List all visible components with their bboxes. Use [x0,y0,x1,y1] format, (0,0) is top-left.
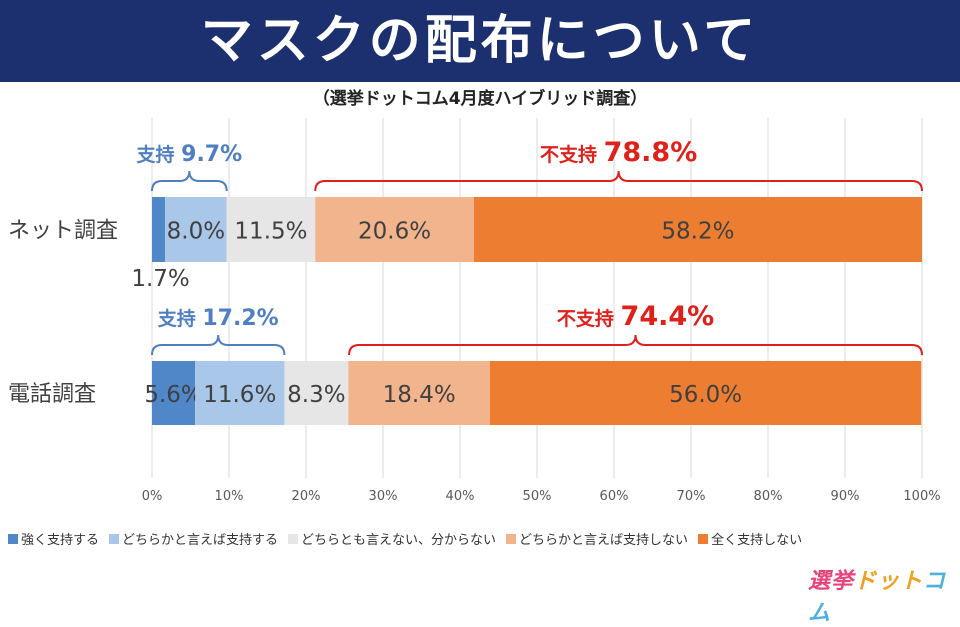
brand-logo: 選挙ドットコム [808,563,960,627]
legend-label: どちらかと言えば支持しない [519,533,689,548]
legend-label: 全く支持しない [711,533,803,548]
annotation-label: 支持 9.7% [136,142,243,167]
legend-swatch [8,533,18,544]
data-label: 11.5% [234,219,307,245]
data-label: 11.6% [203,382,276,408]
legend-item: どちらかと言えば支持する [109,529,278,548]
bar-segment [315,197,474,262]
data-label: 5.6% [144,382,202,408]
bar-segment [473,197,922,262]
bar-segment [490,361,922,425]
x-tick-label: 10% [215,489,244,504]
annotation-label: 支持 17.2% [157,306,279,331]
data-label: 20.6% [358,219,431,245]
annotation-prefix: 支持 [136,143,182,166]
annotation-prefix: 不支持 [540,143,604,166]
annotation-prefix: 支持 [157,307,203,330]
chart-subtitle: （選挙ドットコム4月度ハイブリッド調査） [312,89,648,109]
x-tick-label: 50% [523,489,552,504]
annotation-brace [151,334,286,356]
bar-segment [152,197,166,262]
annotation-prefix: 不支持 [557,307,621,330]
x-tick-label: 0% [142,489,163,504]
annotation-label: 不支持 74.4% [557,301,714,332]
x-tick-label: 90% [831,489,860,504]
bar-segment [226,197,316,262]
annotation-label: 不支持 78.8% [540,137,697,168]
legend-label: どちらとも言えない、分からない [301,533,497,548]
legend-swatch [288,533,299,544]
legend-label: どちらかと言えば支持する [122,533,279,548]
annotation-value: 78.8% [604,137,698,168]
logo-part-1: 選挙 [808,569,855,594]
annotation-value: 9.7% [181,142,242,167]
category-label: ネット調査 [8,219,118,244]
data-label: 8.0% [167,219,225,245]
x-tick-label: 40% [446,489,475,504]
legend-swatch [109,533,120,544]
page-title-banner: マスクの配布について [0,0,960,82]
legend-swatch [506,533,517,544]
annotation-value: 17.2% [202,306,278,331]
legend-item: どちらとも言えない、分からない [288,529,496,548]
data-label: 8.3% [287,382,345,408]
data-label: 1.7% [131,266,189,292]
bar-segment [284,361,349,425]
x-tick-label: 70% [677,489,706,504]
legend-item: 強く支持する [8,529,99,548]
data-label: 56.0% [669,382,742,408]
annotation-brace [348,334,923,356]
chart-legend: 強く支持する どちらかと言えば支持する どちらとも言えない、分からない どちらかと言え… [8,529,958,548]
bar-segment [195,361,285,425]
bar-segment [348,361,491,425]
x-tick-label: 20% [292,489,321,504]
annotation-brace [314,170,923,192]
data-label: 58.2% [661,219,734,245]
bar-segment [152,361,196,425]
stacked-bar-chart: 0% 10% 20% 30% 40% 50% 60% 70% 80% 90% 100% ネット調査電話… [8,118,941,504]
legend-swatch [698,533,709,544]
x-tick-label: 60% [600,489,629,504]
bar-segment [165,197,227,262]
x-tick-label: 30% [369,489,398,504]
legend-item: どちらかと言えば支持しない [506,529,688,548]
x-tick-label: 100% [903,489,940,504]
category-label: 電話調査 [8,382,96,407]
legend-label: 強く支持する [21,533,100,548]
annotation-brace [151,170,228,192]
x-tick-label: 80% [754,489,783,504]
page-title: マスクの配布について [200,11,760,71]
data-label: 18.4% [383,382,456,408]
logo-part-2: ドット [854,569,924,594]
legend-item: 全く支持しない [698,529,802,548]
annotation-value: 74.4% [621,301,715,332]
